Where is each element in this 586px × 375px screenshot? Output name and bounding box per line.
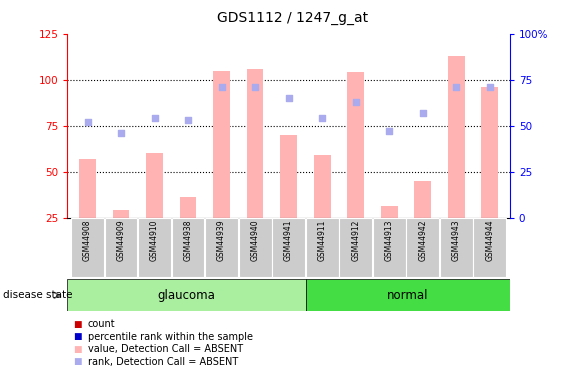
Text: GSM44912: GSM44912 [351,219,360,261]
Text: GSM44910: GSM44910 [150,219,159,261]
Bar [79,159,96,263]
Text: normal: normal [387,289,428,302]
Bar [481,87,498,263]
Text: GDS1112 / 1247_g_at: GDS1112 / 1247_g_at [217,11,369,25]
Text: GSM44942: GSM44942 [418,219,427,261]
Text: GSM44944: GSM44944 [485,219,494,261]
Point [217,84,226,90]
Text: GSM44913: GSM44913 [384,219,394,261]
Point [117,130,126,136]
Text: GSM44939: GSM44939 [217,219,226,261]
Point [351,99,360,105]
Point [451,84,461,90]
Text: ■: ■ [73,332,82,341]
Point [384,128,394,134]
Text: count: count [88,320,115,329]
Bar [180,197,196,263]
Text: ■: ■ [73,345,82,354]
Text: GSM44938: GSM44938 [183,219,193,261]
Text: ■: ■ [73,357,82,366]
Point [83,119,92,125]
Bar [314,155,331,263]
FancyBboxPatch shape [205,218,238,277]
FancyBboxPatch shape [239,218,271,277]
Point [418,110,427,116]
Text: GSM44908: GSM44908 [83,219,92,261]
Point [284,95,294,101]
FancyBboxPatch shape [306,218,339,277]
Bar [113,210,130,263]
Bar [414,181,431,263]
Point [150,115,159,121]
FancyBboxPatch shape [406,218,439,277]
Text: glaucoma: glaucoma [158,289,216,302]
FancyBboxPatch shape [306,279,510,311]
FancyBboxPatch shape [67,279,306,311]
Point [250,84,260,90]
Text: GSM44909: GSM44909 [117,219,125,261]
Bar [381,207,397,263]
Bar [280,135,297,263]
FancyBboxPatch shape [440,218,473,277]
Text: GSM44941: GSM44941 [284,219,293,261]
Text: GSM44943: GSM44943 [452,219,461,261]
Point [485,84,495,90]
Text: rank, Detection Call = ABSENT: rank, Detection Call = ABSENT [88,357,238,366]
FancyBboxPatch shape [272,218,305,277]
FancyBboxPatch shape [172,218,205,277]
Text: value, Detection Call = ABSENT: value, Detection Call = ABSENT [88,344,243,354]
FancyBboxPatch shape [138,218,171,277]
FancyBboxPatch shape [104,218,138,277]
FancyBboxPatch shape [71,218,104,277]
Bar [146,153,163,263]
Text: percentile rank within the sample: percentile rank within the sample [88,332,253,342]
Point [318,115,327,121]
Text: ■: ■ [73,320,82,329]
Text: disease state: disease state [3,290,73,300]
Bar [247,69,264,263]
Text: GSM44940: GSM44940 [251,219,260,261]
Point [183,117,193,123]
Bar [213,70,230,263]
Bar [448,56,465,263]
FancyBboxPatch shape [473,218,506,277]
FancyBboxPatch shape [373,218,406,277]
Bar [347,72,364,263]
Text: GSM44911: GSM44911 [318,219,326,261]
FancyBboxPatch shape [339,218,372,277]
